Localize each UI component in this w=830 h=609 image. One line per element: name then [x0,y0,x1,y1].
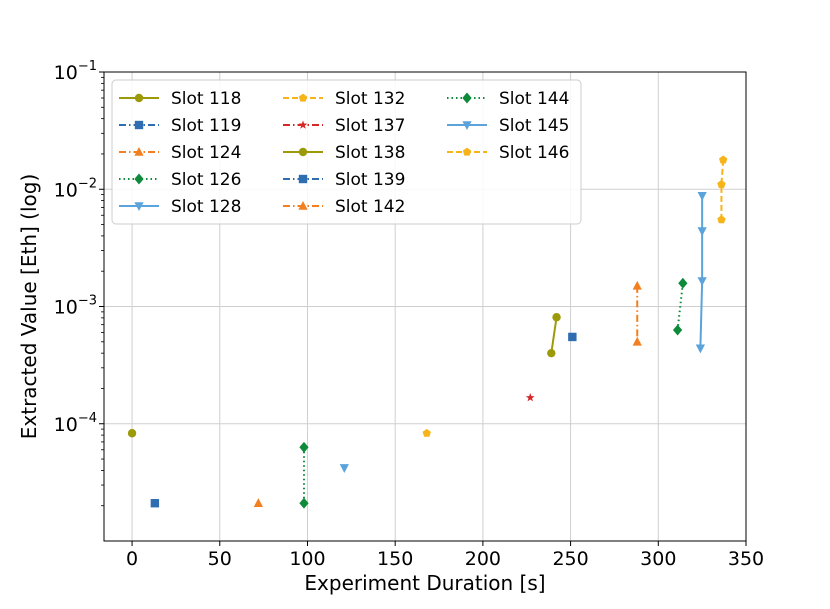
series-slot-119 [150,499,160,508]
data-point [717,215,726,224]
series-line [720,159,725,220]
legend-item: Slot 138 [283,143,405,163]
legend-label: Slot 119 [171,116,241,136]
series-slot-126 [299,441,309,509]
legend-item: Slot 124 [119,143,241,163]
marker-pentagon [298,93,308,102]
series-slot-137 [525,393,535,402]
legend-label: Slot 139 [335,170,405,190]
data-point [299,441,309,453]
marker-triangle-up [298,200,308,210]
marker-square [298,174,308,184]
legend-item: Slot 139 [283,170,405,190]
marker-triangle-down [462,121,472,131]
x-tick-label: 50 [208,548,232,570]
series-slot-138 [547,313,561,358]
data-point [552,313,561,322]
legend: Slot 118 Slot 119 Slot 124 Slot 126 Slot 128… [111,79,582,225]
marker-circle [134,93,144,103]
x-tick-label: 350 [728,548,764,570]
data-point [339,464,349,473]
data-point [150,499,160,508]
marker-square [134,120,144,130]
legend-label: Slot 142 [335,197,405,217]
data-point [697,227,707,237]
data-point [697,277,707,287]
marker-triangle-down [134,202,144,212]
legend-item: Slot 118 [119,89,241,109]
legend-label: Slot 146 [499,143,569,163]
data-point [632,336,642,346]
legend-item: Slot 142 [283,197,405,217]
marker-diamond [462,92,472,104]
series-slot-118 [127,429,137,438]
legend-label: Slot 138 [335,143,405,163]
marker-pentagon [462,147,472,156]
marker-circle [298,147,308,157]
legend-label: Slot 137 [335,116,405,136]
legend-item: Slot 146 [447,143,569,163]
legend-item: Slot 128 [119,197,241,217]
legend-label: Slot 128 [171,197,241,217]
legend-item: Slot 119 [119,116,241,136]
legend-label: Slot 118 [171,89,241,109]
data-point [695,344,706,354]
series-slot-146 [717,155,728,224]
x-tick-label: 300 [640,548,676,570]
x-tick-label: 250 [552,548,588,570]
data-point [719,155,728,164]
x-tick-label: 150 [377,548,413,570]
data-point [547,348,556,358]
legend-item: Slot 145 [447,116,569,136]
data-point [422,428,431,437]
data-point [127,429,137,438]
x-tick-label: 100 [289,548,325,570]
data-point [525,393,535,402]
data-point [672,324,683,336]
y-tick-label: 10−4 [54,411,97,436]
data-point [697,191,707,201]
x-axis-label: Experiment Duration [s] [304,571,545,595]
x-tick-label: 0 [126,548,138,570]
data-point [253,498,263,507]
series-slot-139 [568,332,577,342]
series-slot-128 [339,464,349,473]
ticks: 0 50 100 150 200 250 300 350 10−4 10−3 10−2 10−1 [54,59,764,570]
data-point [717,179,726,188]
y-tick-label: 10−2 [54,176,97,201]
series-line [550,317,558,354]
data-point [632,280,642,290]
data-point [678,277,688,289]
legend-item: Slot 137 [283,116,405,136]
series-layer [127,155,728,509]
series-slot-132 [422,428,431,437]
series-slot-145 [695,191,707,354]
y-axis-label: Extracted Value [Eth] (log) [17,174,41,439]
y-tick-label: 10−3 [54,294,97,319]
legend-label: Slot 145 [499,116,569,136]
marker-diamond [134,173,144,185]
marker-triangle-up [134,146,144,156]
legend-label: Slot 124 [171,143,241,163]
legend-item: Slot 132 [283,89,405,109]
x-tick-label: 200 [465,548,501,570]
data-point [299,497,309,509]
marker-star [298,120,308,129]
legend-box [111,79,582,225]
series-line [676,283,684,331]
legend-label: Slot 144 [499,89,569,109]
data-point [568,332,577,342]
legend-item: Slot 144 [447,89,569,109]
series-slot-142 [632,280,642,346]
legend-label: Slot 126 [171,170,241,190]
series-slot-144 [672,277,688,336]
y-tick-label: 10−1 [54,59,97,84]
series-line [699,195,704,349]
legend-label: Slot 132 [335,89,405,109]
legend-item: Slot 126 [119,170,241,190]
series-slot-124 [253,498,263,507]
